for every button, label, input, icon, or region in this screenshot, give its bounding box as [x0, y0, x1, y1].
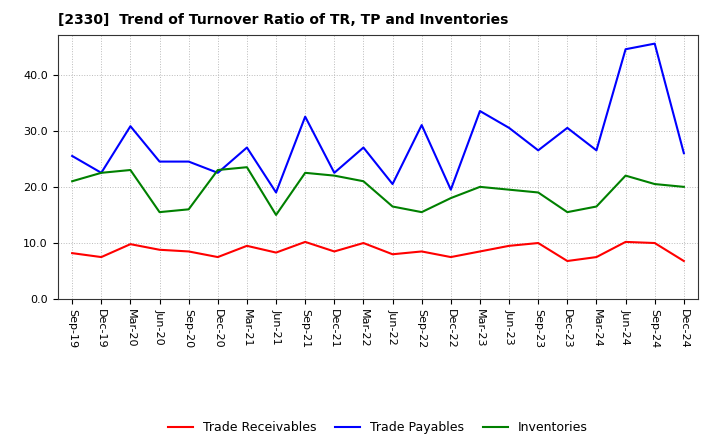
Trade Receivables [534, 240, 543, 246]
Trade Receivables [213, 254, 222, 260]
Trade Receivables [97, 254, 106, 260]
Trade Payables [330, 170, 338, 176]
Inventories [563, 209, 572, 215]
Inventories [301, 170, 310, 176]
Inventories [592, 204, 600, 209]
Inventories [97, 170, 106, 176]
Inventories [184, 207, 193, 212]
Trade Payables [418, 122, 426, 128]
Trade Receivables [650, 240, 659, 246]
Trade Payables [97, 170, 106, 176]
Trade Payables [534, 148, 543, 153]
Line: Inventories: Inventories [72, 167, 684, 215]
Text: [2330]  Trend of Turnover Ratio of TR, TP and Inventories: [2330] Trend of Turnover Ratio of TR, TP… [58, 13, 508, 27]
Inventories [446, 195, 455, 201]
Inventories [505, 187, 513, 192]
Legend: Trade Receivables, Trade Payables, Inventories: Trade Receivables, Trade Payables, Inven… [163, 416, 593, 439]
Inventories [126, 167, 135, 172]
Trade Receivables [156, 247, 164, 253]
Trade Payables [476, 108, 485, 114]
Trade Receivables [126, 242, 135, 247]
Trade Payables [388, 181, 397, 187]
Trade Payables [68, 153, 76, 158]
Trade Receivables [563, 258, 572, 264]
Trade Receivables [476, 249, 485, 254]
Trade Payables [650, 41, 659, 46]
Trade Payables [359, 145, 368, 150]
Inventories [213, 167, 222, 172]
Inventories [534, 190, 543, 195]
Trade Receivables [359, 240, 368, 246]
Trade Receivables [418, 249, 426, 254]
Trade Payables [563, 125, 572, 131]
Trade Payables [301, 114, 310, 119]
Inventories [243, 165, 251, 170]
Trade Receivables [330, 249, 338, 254]
Trade Payables [156, 159, 164, 164]
Inventories [621, 173, 630, 178]
Inventories [476, 184, 485, 190]
Inventories [680, 184, 688, 190]
Inventories [418, 209, 426, 215]
Trade Receivables [184, 249, 193, 254]
Line: Trade Payables: Trade Payables [72, 44, 684, 192]
Trade Receivables [388, 252, 397, 257]
Trade Receivables [621, 239, 630, 245]
Trade Receivables [301, 239, 310, 245]
Trade Receivables [592, 254, 600, 260]
Trade Payables [184, 159, 193, 164]
Trade Receivables [68, 250, 76, 256]
Trade Receivables [271, 250, 280, 255]
Trade Payables [213, 170, 222, 176]
Inventories [359, 179, 368, 184]
Inventories [388, 204, 397, 209]
Line: Trade Receivables: Trade Receivables [72, 242, 684, 261]
Trade Payables [505, 125, 513, 131]
Trade Payables [446, 187, 455, 192]
Trade Payables [621, 47, 630, 52]
Trade Payables [271, 190, 280, 195]
Inventories [271, 213, 280, 218]
Trade Payables [592, 148, 600, 153]
Trade Receivables [680, 258, 688, 264]
Inventories [156, 209, 164, 215]
Inventories [68, 179, 76, 184]
Trade Payables [243, 145, 251, 150]
Inventories [650, 181, 659, 187]
Trade Receivables [446, 254, 455, 260]
Trade Receivables [243, 243, 251, 249]
Trade Payables [126, 124, 135, 129]
Trade Receivables [505, 243, 513, 249]
Trade Payables [680, 150, 688, 156]
Inventories [330, 173, 338, 178]
